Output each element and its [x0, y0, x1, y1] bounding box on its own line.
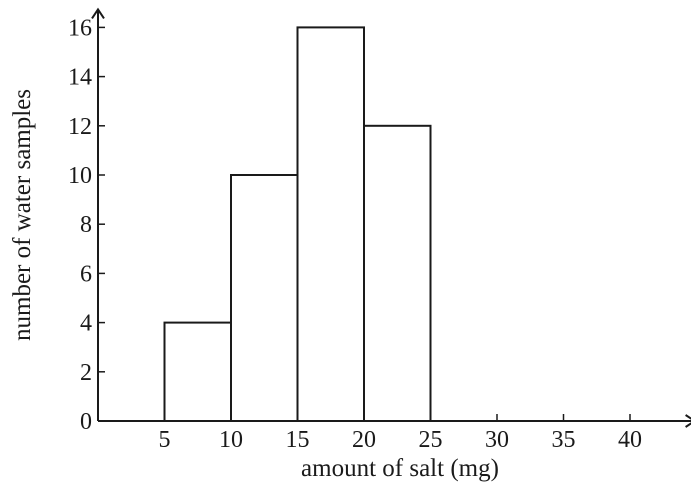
x-tick-label-40: 40 — [618, 427, 642, 453]
y-tick-label-2: 2 — [80, 360, 92, 386]
x-tick-label-35: 35 — [552, 427, 576, 453]
y-tick-label-4: 4 — [80, 311, 92, 337]
histogram-bar-10-15 — [230, 174, 299, 422]
histogram-bar-5-10 — [163, 321, 232, 423]
y-tick-label-6: 6 — [80, 261, 92, 287]
y-axis-arrow-icon — [91, 7, 105, 19]
x-tick-label-25: 25 — [419, 427, 443, 453]
x-tick-label-15: 15 — [286, 427, 310, 453]
x-axis-title: amount of salt (mg) — [301, 455, 499, 482]
y-tick-label-14: 14 — [68, 65, 92, 91]
y-axis-title: number of water samples — [9, 89, 36, 341]
histogram-bar-15-20 — [296, 26, 365, 423]
ticks-layer: 5 10 15 20 25 30 35 40 0 2 4 6 8 10 12 14 16 — [68, 15, 642, 453]
x-axis-arrow-icon — [685, 414, 691, 428]
y-tick-label-0: 0 — [80, 409, 92, 435]
x-tick-label-30: 30 — [485, 427, 509, 453]
y-tick-label-12: 12 — [68, 114, 92, 140]
axes-layer — [91, 7, 691, 428]
y-tick-label-16: 16 — [68, 15, 92, 41]
histogram-bar-20-25 — [363, 124, 432, 423]
y-tick-label-10: 10 — [68, 163, 92, 189]
x-tick-label-20: 20 — [352, 427, 376, 453]
y-tick-label-8: 8 — [80, 212, 92, 238]
bars-layer — [163, 26, 432, 423]
x-tick-label-5: 5 — [159, 427, 171, 453]
x-tick-label-10: 10 — [219, 427, 243, 453]
